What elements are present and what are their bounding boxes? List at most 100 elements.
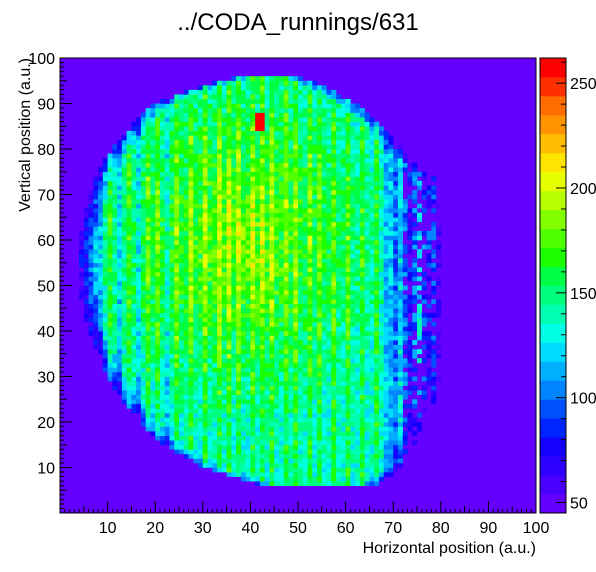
heatmap-bin [388,453,394,459]
heatmap-bin [359,408,365,414]
heatmap-bin [140,226,146,232]
heatmap-bin [340,467,346,473]
heatmap-bin [298,381,304,386]
heatmap-bin [321,199,327,204]
heatmap-bin [388,230,394,236]
heatmap-bin [145,244,151,250]
heatmap-bin [88,240,94,245]
heatmap-bin [378,176,384,182]
heatmap-bin [174,267,180,273]
heatmap-bin [293,444,299,450]
heatmap-bin [150,285,156,291]
heatmap-bin [302,444,308,450]
heatmap-bin [207,381,213,386]
heatmap-bin [264,458,270,464]
heatmap-bin [336,381,342,386]
heatmap-bin [359,394,365,400]
heatmap-bin [83,262,89,268]
heatmap-bin [312,431,318,436]
heatmap-bin [345,367,351,373]
heatmap-bin [283,358,289,364]
heatmap-bin [307,417,313,423]
heatmap-bin [188,349,194,355]
heatmap-bin [307,467,313,473]
heatmap-bin [202,453,208,459]
heatmap-bin [402,340,408,345]
heatmap-bin [264,353,270,359]
heatmap-bin [412,199,418,204]
heatmap-bin [250,472,256,477]
heatmap-bin [126,199,132,204]
heatmap-bin [340,308,346,314]
heatmap-bin [202,285,208,291]
heatmap-bin [226,353,232,359]
heatmap-bin [355,226,361,232]
heatmap-bin [340,453,346,459]
heatmap-bin [169,194,175,200]
heatmap-bin [169,321,175,327]
heatmap-bin [278,431,285,436]
heatmap-bin [98,321,104,327]
heatmap-bin [121,149,127,154]
heatmap-bin [140,244,146,250]
heatmap-bin [169,217,175,223]
heatmap-bin [407,340,413,345]
heatmap-bin [393,171,399,177]
heatmap-bin [298,162,304,168]
heatmap-bin [140,249,146,254]
heatmap-bin [259,285,265,291]
heatmap-bin [402,271,408,277]
heatmap-bin [393,412,399,418]
heatmap-bin [383,249,389,254]
heatmap-bin [298,180,304,186]
heatmap-bin [397,180,404,186]
heatmap-bin [350,235,356,241]
heatmap-bin [174,299,180,304]
heatmap-bin [369,449,375,455]
heatmap-bin [169,326,175,332]
heatmap-bin [140,422,146,427]
heatmap-bin [226,226,232,232]
heatmap-bin [145,249,151,254]
heatmap-bin [88,194,94,200]
heatmap-bin [231,153,237,159]
heatmap-bin [83,294,89,300]
heatmap-bin [131,317,137,323]
heatmap-bin [274,467,280,473]
heatmap-bin [412,385,418,391]
heatmap-bin [378,426,384,432]
heatmap-bin [212,362,218,368]
heatmap-bin [198,235,204,241]
heatmap-bin [155,408,161,414]
heatmap-bin [174,444,180,450]
heatmap-bin [336,180,342,186]
heatmap-bin [169,412,175,418]
heatmap-bin [364,230,370,236]
heatmap-bin [321,194,327,200]
heatmap-bin [140,171,146,177]
heatmap-bin [131,312,137,318]
heatmap-bin [345,481,351,486]
heatmap-bin [326,217,332,223]
heatmap-bin [112,153,118,159]
heatmap-bin [412,367,418,373]
heatmap-bin [226,176,232,182]
heatmap-bin [250,412,256,418]
heatmap-bin [331,317,337,323]
heatmap-bin [412,285,418,291]
heatmap-bin [359,353,365,359]
heatmap-bin [264,367,270,373]
heatmap-bin [350,412,356,418]
heatmap-bin [388,285,394,291]
heatmap-bin [283,185,289,191]
heatmap-bin [236,385,242,391]
heatmap-bin [307,276,313,282]
heatmap-bin [112,312,118,318]
heatmap-bin [388,262,394,268]
heatmap-bin [283,171,289,177]
heatmap-bin [383,353,389,359]
heatmap-bin [231,162,237,168]
heatmap-bin [240,158,246,163]
heatmap-bin [217,226,223,232]
heatmap-bin [107,217,113,223]
